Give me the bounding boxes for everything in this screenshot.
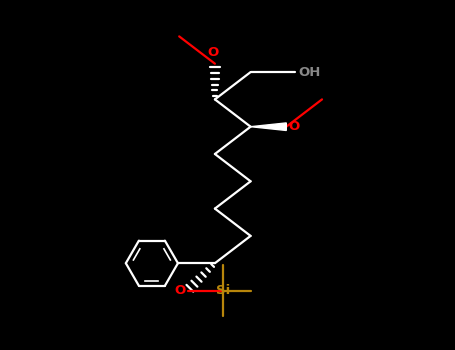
Text: OH: OH bbox=[298, 65, 320, 79]
Text: O: O bbox=[288, 120, 300, 133]
Text: O: O bbox=[207, 46, 218, 59]
Text: O: O bbox=[174, 284, 186, 297]
Text: Si: Si bbox=[216, 284, 230, 297]
Polygon shape bbox=[251, 123, 286, 131]
